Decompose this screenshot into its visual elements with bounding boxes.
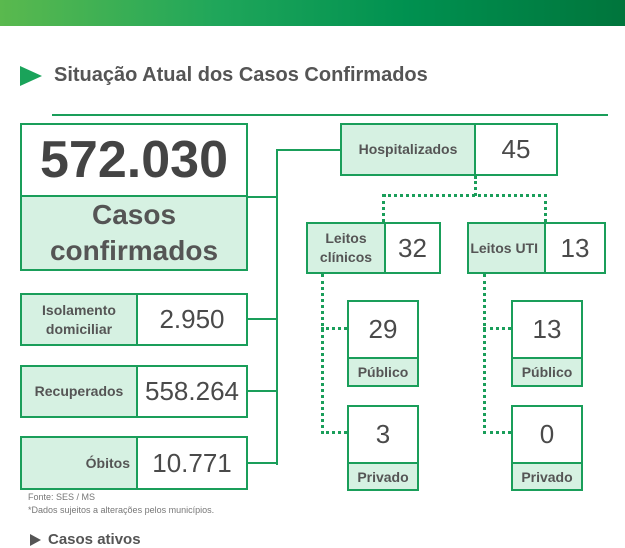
dotted-connector [544, 194, 547, 222]
uti-label: Leitos UTI [469, 224, 546, 272]
dotted-connector [483, 274, 486, 434]
confirmed-cases-box: 572.030 Casos confirmados [20, 123, 248, 271]
clinicos-publico-label: Público [349, 357, 417, 385]
connector [247, 196, 278, 198]
hospitalizados-label: Hospitalizados [342, 125, 476, 174]
dotted-connector [483, 431, 511, 434]
section-title: Situação Atual dos Casos Confirmados [54, 64, 428, 86]
dotted-connector [382, 194, 385, 222]
uti-privado-box: 0 Privado [511, 405, 583, 491]
connector [247, 318, 278, 320]
source-note: Fonte: SES / MS [28, 492, 96, 502]
recuperados-box: Recuperados 558.264 [20, 365, 248, 418]
clinicos-publico-value: 29 [349, 302, 417, 357]
triangle-bullet-icon [30, 534, 41, 546]
uti-privado-label: Privado [513, 462, 581, 489]
uti-publico-box: 13 Público [511, 300, 583, 387]
obitos-value: 10.771 [152, 447, 232, 478]
uti-publico-label: Público [513, 357, 581, 385]
leitos-uti-box: Leitos UTI 13 [467, 222, 606, 274]
leitos-clinicos-box: Leitos clínicos 32 [306, 222, 441, 274]
clinicos-privado-box: 3 Privado [347, 405, 419, 491]
dotted-connector [483, 327, 511, 330]
clinicos-label: Leitos clínicos [308, 224, 386, 272]
hospitalizados-value: 45 [501, 134, 531, 164]
obitos-label: Óbitos [22, 438, 138, 488]
disclaimer-note: *Dados sujeitos a alterações pelos munic… [28, 505, 215, 515]
uti-publico-value: 13 [513, 302, 581, 357]
uti-privado-value: 0 [513, 407, 581, 462]
triangle-bullet-icon [20, 66, 42, 86]
connector [276, 149, 278, 465]
hospitalizados-box: Hospitalizados 45 [340, 123, 558, 176]
connector [276, 149, 341, 151]
clinicos-privado-label: Privado [349, 462, 417, 489]
title-underline [52, 114, 608, 116]
obitos-box: Óbitos 10.771 [20, 436, 248, 490]
clinicos-value: 32 [398, 232, 427, 263]
clinicos-privado-value: 3 [349, 407, 417, 462]
confirmed-label: Casos confirmados [22, 195, 246, 269]
dotted-connector [474, 176, 477, 196]
recuperados-value: 558.264 [145, 376, 239, 406]
dotted-connector [321, 274, 324, 434]
clinicos-publico-box: 29 Público [347, 300, 419, 387]
dotted-connector [383, 194, 547, 197]
top-banner [0, 0, 625, 26]
next-section-title: Casos ativos [48, 531, 141, 548]
uti-value: 13 [560, 232, 590, 263]
dotted-connector [321, 327, 347, 330]
dotted-connector [321, 431, 347, 434]
isolamento-box: Isolamento domiciliar 2.950 [20, 293, 248, 346]
connector [247, 462, 278, 464]
isolamento-value: 2.950 [159, 304, 225, 334]
recuperados-label: Recuperados [22, 367, 138, 416]
isolamento-label: Isolamento domiciliar [22, 295, 138, 344]
connector [247, 390, 278, 392]
confirmed-value: 572.030 [40, 131, 228, 189]
